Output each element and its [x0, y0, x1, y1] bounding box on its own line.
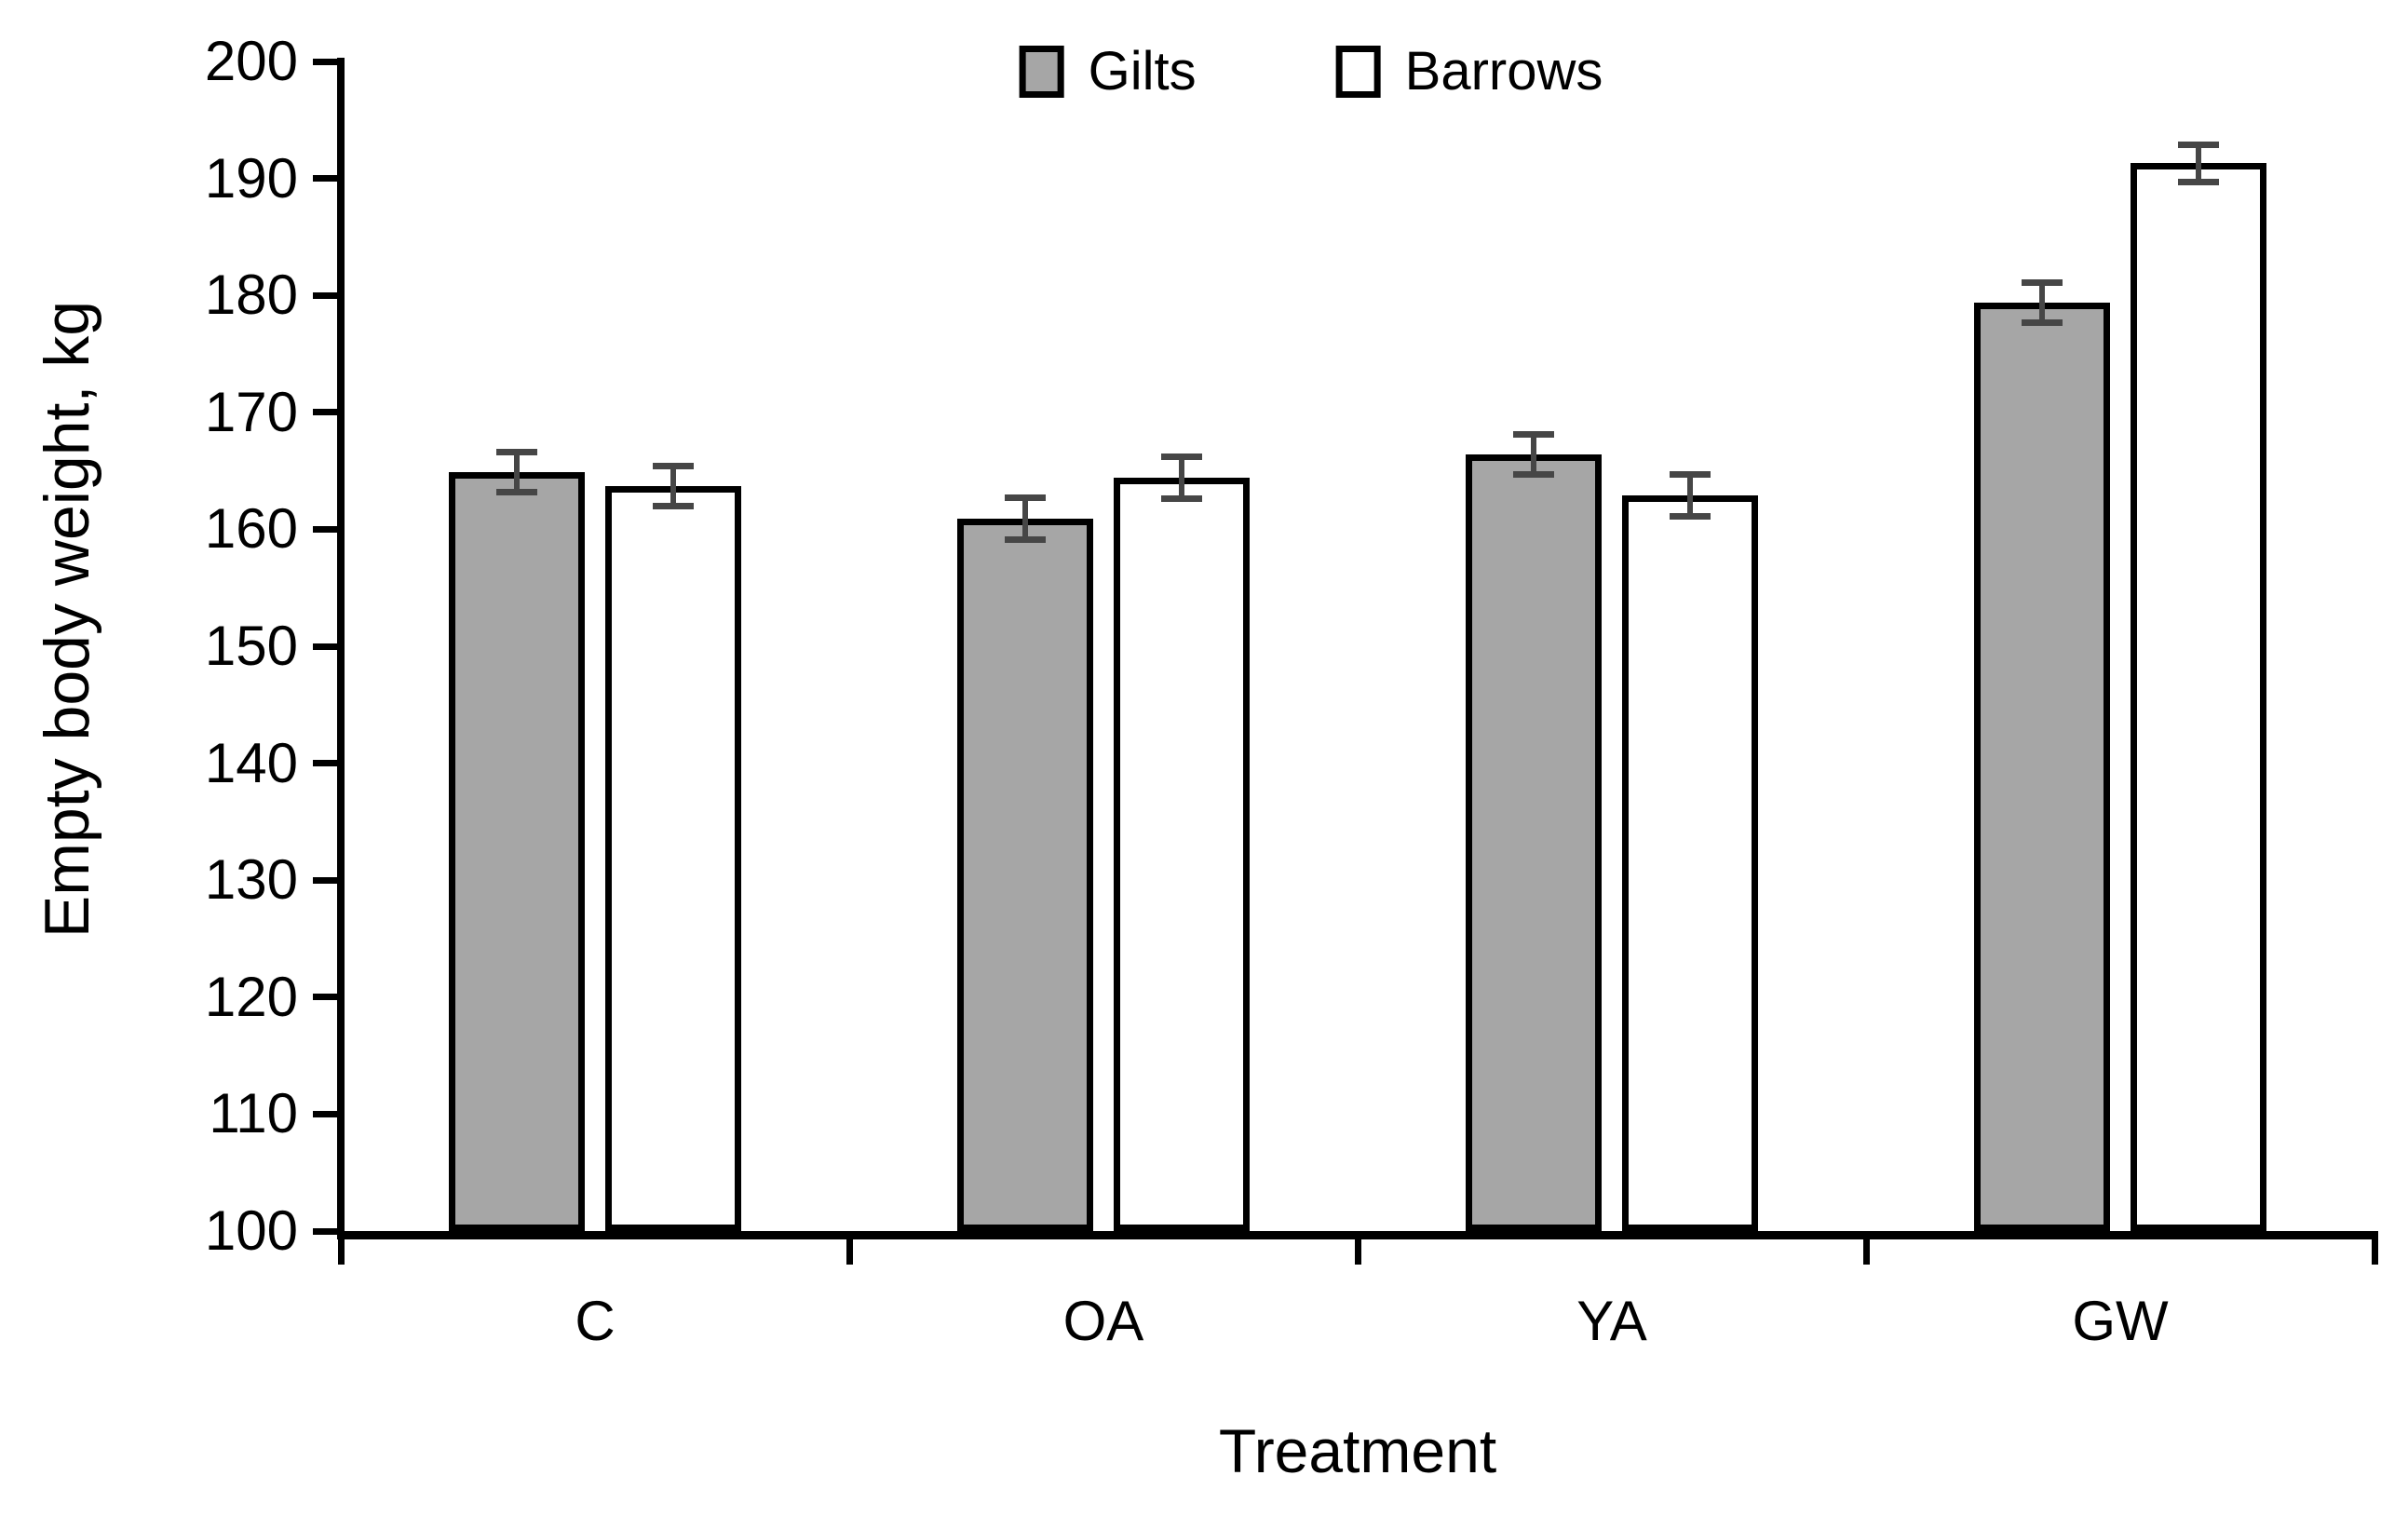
bar-gilts-YA [1466, 454, 1602, 1231]
error-bar-line [1531, 434, 1536, 475]
error-bar-cap-bottom [1670, 513, 1711, 521]
x-tick-label-ya: YA [1576, 1290, 1647, 1352]
y-tick-label: 180 [204, 264, 298, 327]
legend-label: Gilts [1088, 41, 1197, 102]
y-tick-mark [313, 525, 345, 533]
bar-barrows-C [605, 485, 741, 1231]
y-tick-label: 190 [204, 146, 298, 210]
y-tick-label: 160 [204, 497, 298, 561]
y-tick-label: 110 [209, 1082, 298, 1145]
x-tick-mark [846, 1231, 853, 1265]
bar-barrows-OA [1114, 478, 1250, 1231]
y-tick-label: 100 [204, 1199, 298, 1262]
x-tick-label-gw: GW [2072, 1290, 2169, 1352]
error-bar-cap-top [1513, 431, 1554, 439]
x-tick-mark [337, 1231, 345, 1265]
legend-swatch-icon [1019, 46, 1064, 98]
y-tick-mark [313, 409, 345, 416]
bar-gilts-GW [1974, 302, 2110, 1231]
x-tick-mark [1354, 1231, 1361, 1265]
error-bar-line [670, 466, 676, 507]
x-tick-mark [1862, 1231, 1870, 1265]
bar-barrows-GW [2131, 163, 2266, 1231]
legend-item-barrows: Barrows [1335, 41, 1603, 102]
x-tick-mark [2371, 1231, 2378, 1265]
error-bar-cap-bottom [496, 488, 537, 495]
error-bar-cap-bottom [1005, 536, 1046, 544]
y-tick-mark [313, 643, 345, 650]
error-bar-line [1687, 474, 1693, 517]
y-tick-mark [313, 291, 345, 299]
error-bar-cap-bottom [1513, 470, 1554, 478]
x-tick-label-oa: OA [1062, 1290, 1144, 1352]
y-tick-mark [313, 175, 345, 183]
y-tick-mark [313, 1110, 345, 1117]
error-bar-cap-bottom [2178, 178, 2219, 185]
legend-item-gilts: Gilts [1019, 41, 1197, 102]
y-tick-label: 150 [204, 615, 298, 677]
legend: Gilts Barrows [1019, 41, 1603, 102]
y-tick-label: 170 [204, 380, 298, 443]
y-tick-label: 120 [204, 965, 298, 1028]
y-tick-mark [313, 58, 345, 65]
error-bar-line [2196, 144, 2201, 183]
legend-label: Barrows [1404, 41, 1603, 102]
y-tick-label: 200 [204, 30, 298, 92]
error-bar-cap-bottom [653, 502, 694, 509]
error-bar-cap-top [1161, 453, 1202, 461]
error-bar-cap-top [1005, 494, 1046, 501]
y-tick-mark [313, 1227, 345, 1235]
bar-barrows-YA [1622, 494, 1758, 1231]
bar-gilts-C [449, 471, 585, 1231]
error-bar-line [514, 452, 520, 493]
error-bar-cap-bottom [1161, 495, 1202, 503]
bar-gilts-OA [957, 519, 1093, 1231]
error-bar-cap-top [2178, 141, 2219, 148]
x-axis-title: Treatment [1218, 1416, 1497, 1485]
y-tick-label: 140 [204, 731, 298, 794]
error-bar-cap-bottom [2022, 318, 2063, 326]
error-bar-line [1179, 456, 1184, 499]
y-tick-mark [313, 994, 345, 1001]
error-bar-cap-top [653, 463, 694, 470]
error-bar-cap-top [1670, 470, 1711, 478]
y-tick-label: 130 [204, 848, 298, 912]
legend-swatch-icon [1335, 46, 1381, 98]
error-bar-cap-top [2022, 278, 2063, 286]
x-tick-label-c: C [575, 1290, 616, 1352]
y-tick-mark [313, 876, 345, 884]
y-tick-mark [313, 760, 345, 767]
error-bar-line [1022, 497, 1028, 540]
error-bar-line [2039, 282, 2045, 323]
error-bar-cap-top [496, 449, 537, 455]
